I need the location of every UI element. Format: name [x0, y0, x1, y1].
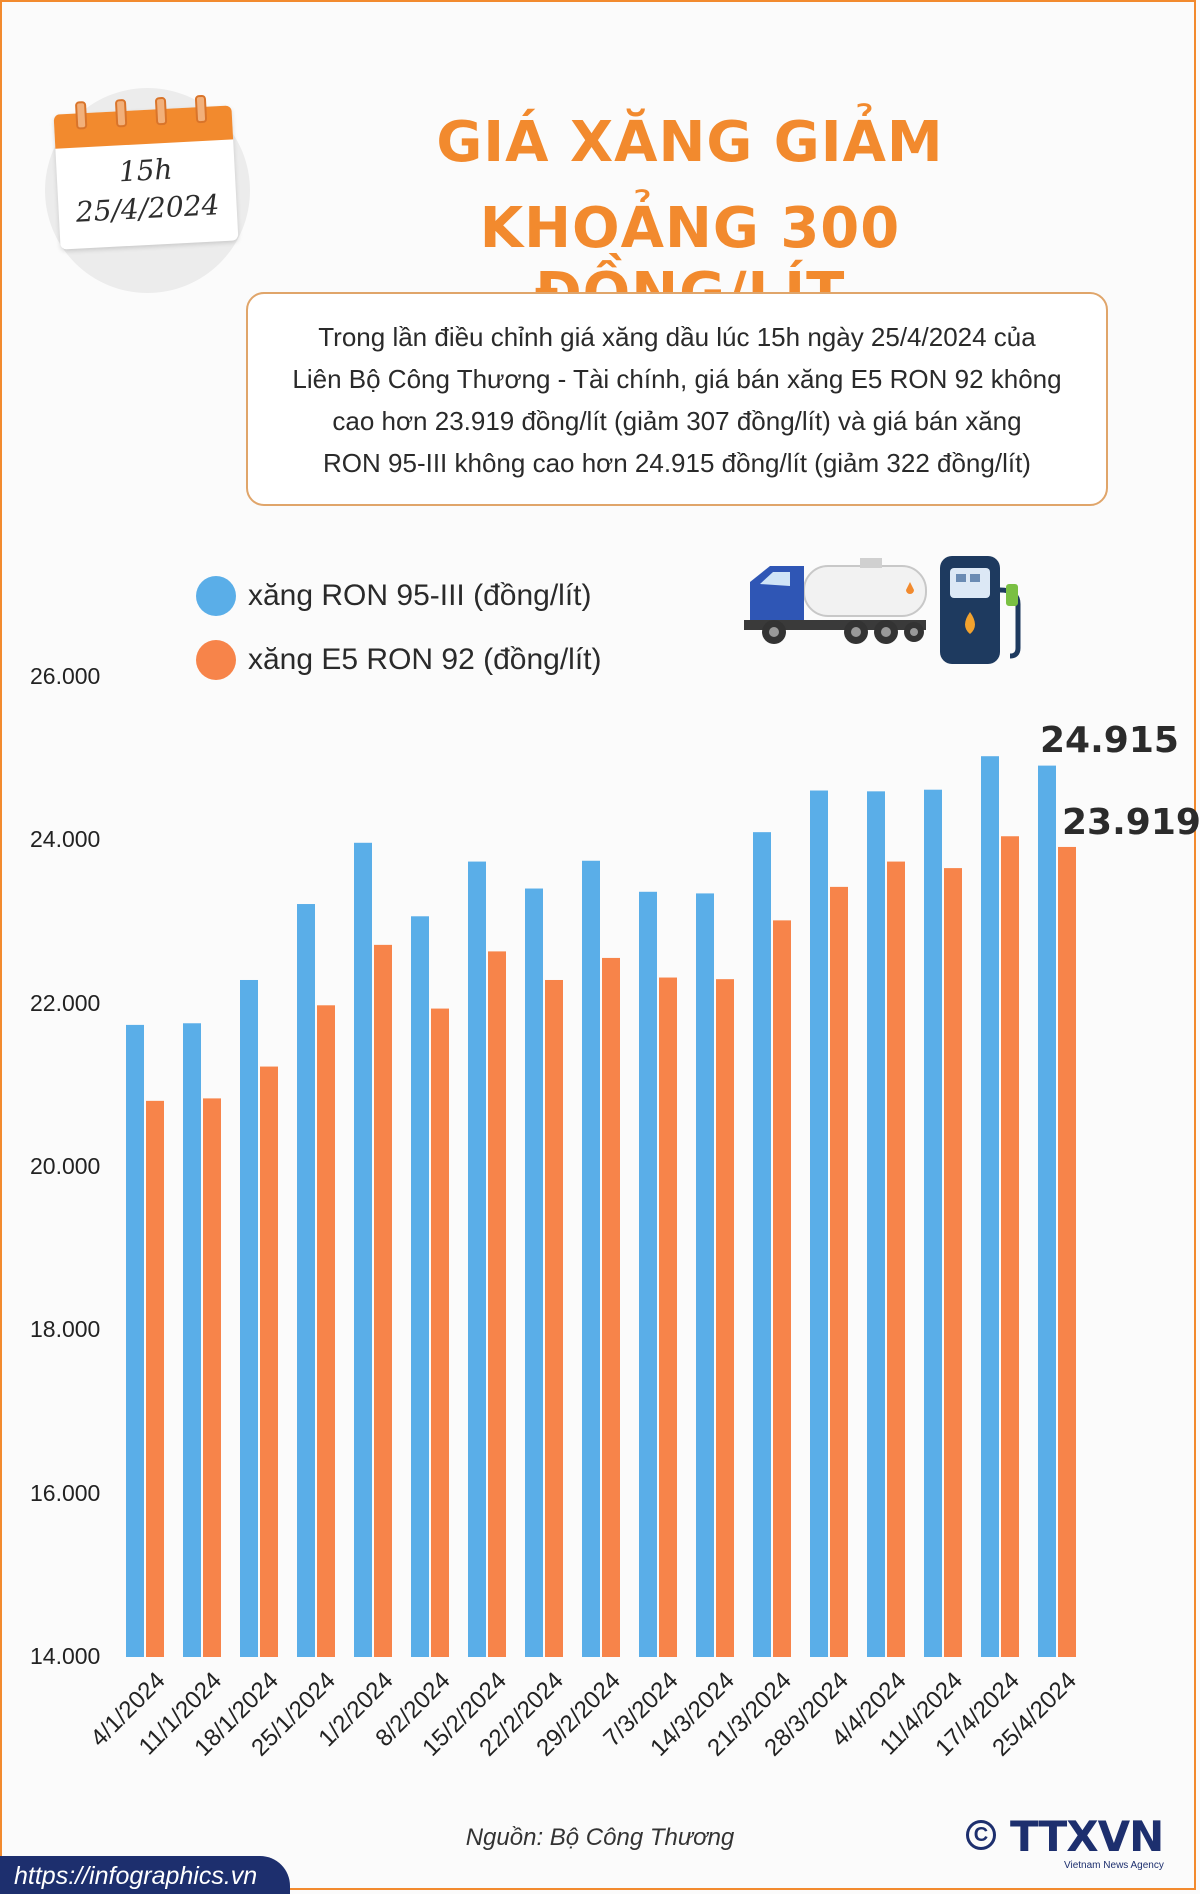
fuel-pump-icon: [940, 556, 1021, 664]
legend-item-e5: xăng E5 RON 92 (đồng/lít): [196, 638, 602, 682]
website-link[interactable]: https://infographics.vn: [14, 1862, 258, 1890]
source-text: Nguồn: Bộ Công Thương: [465, 1824, 735, 1851]
calendar-time: 15h: [117, 152, 174, 189]
page-title-line1: GIÁ XĂNG GIẢM: [436, 110, 944, 175]
y-tick-label: 16.000: [30, 1479, 101, 1506]
fuel-truck-icon: [744, 558, 927, 644]
ttxvn-logo: TTXVN: [1010, 1812, 1164, 1861]
calendar-date: 25/4/2024: [75, 188, 221, 229]
description-line: cao hơn 23.919 đồng/lít (giảm 307 đồng/l…: [332, 406, 1022, 436]
value-label-ron95-last: 24.915: [1040, 720, 1179, 761]
y-tick-label: 26.000: [30, 663, 101, 689]
legend-item-ron95: xăng RON 95-III (đồng/lít): [196, 574, 591, 618]
y-tick-label: 18.000: [30, 1316, 101, 1343]
description-line: Trong lần điều chỉnh giá xăng dầu lúc 15…: [318, 322, 1036, 352]
description-line: Liên Bộ Công Thương - Tài chính, giá bán…: [292, 364, 1062, 394]
legend-label-ron95: xăng RON 95-III (đồng/lít): [248, 579, 592, 612]
legend-label-e5: xăng E5 RON 92 (đồng/lít): [248, 643, 602, 676]
description-box: Trong lần điều chỉnh giá xăng dầu lúc 15…: [246, 292, 1108, 506]
calendar-card: 15h 25/4/2024: [53, 94, 239, 250]
y-tick-label: 24.000: [30, 826, 101, 853]
calendar-ring: [194, 94, 208, 124]
url-bar: https://infographics.vn: [0, 1856, 290, 1894]
value-label-e5-last: 23.919: [1062, 802, 1200, 843]
y-tick-label: 20.000: [30, 1153, 101, 1179]
copyright-icon: C: [966, 1820, 996, 1850]
calendar-ring: [154, 96, 168, 126]
calendar-ring: [74, 101, 88, 130]
ttxvn-logo-subtitle: Vietnam News Agency: [1064, 1860, 1164, 1871]
calendar-ring: [114, 98, 128, 128]
y-tick-label: 14.000: [30, 1643, 101, 1669]
description-line: RON 95-III không cao hơn 24.915 đồng/lít…: [323, 448, 1031, 478]
y-tick-label: 22.000: [30, 989, 101, 1016]
legend-swatch-e5: [196, 640, 236, 680]
legend-swatch-ron95: [196, 576, 236, 616]
